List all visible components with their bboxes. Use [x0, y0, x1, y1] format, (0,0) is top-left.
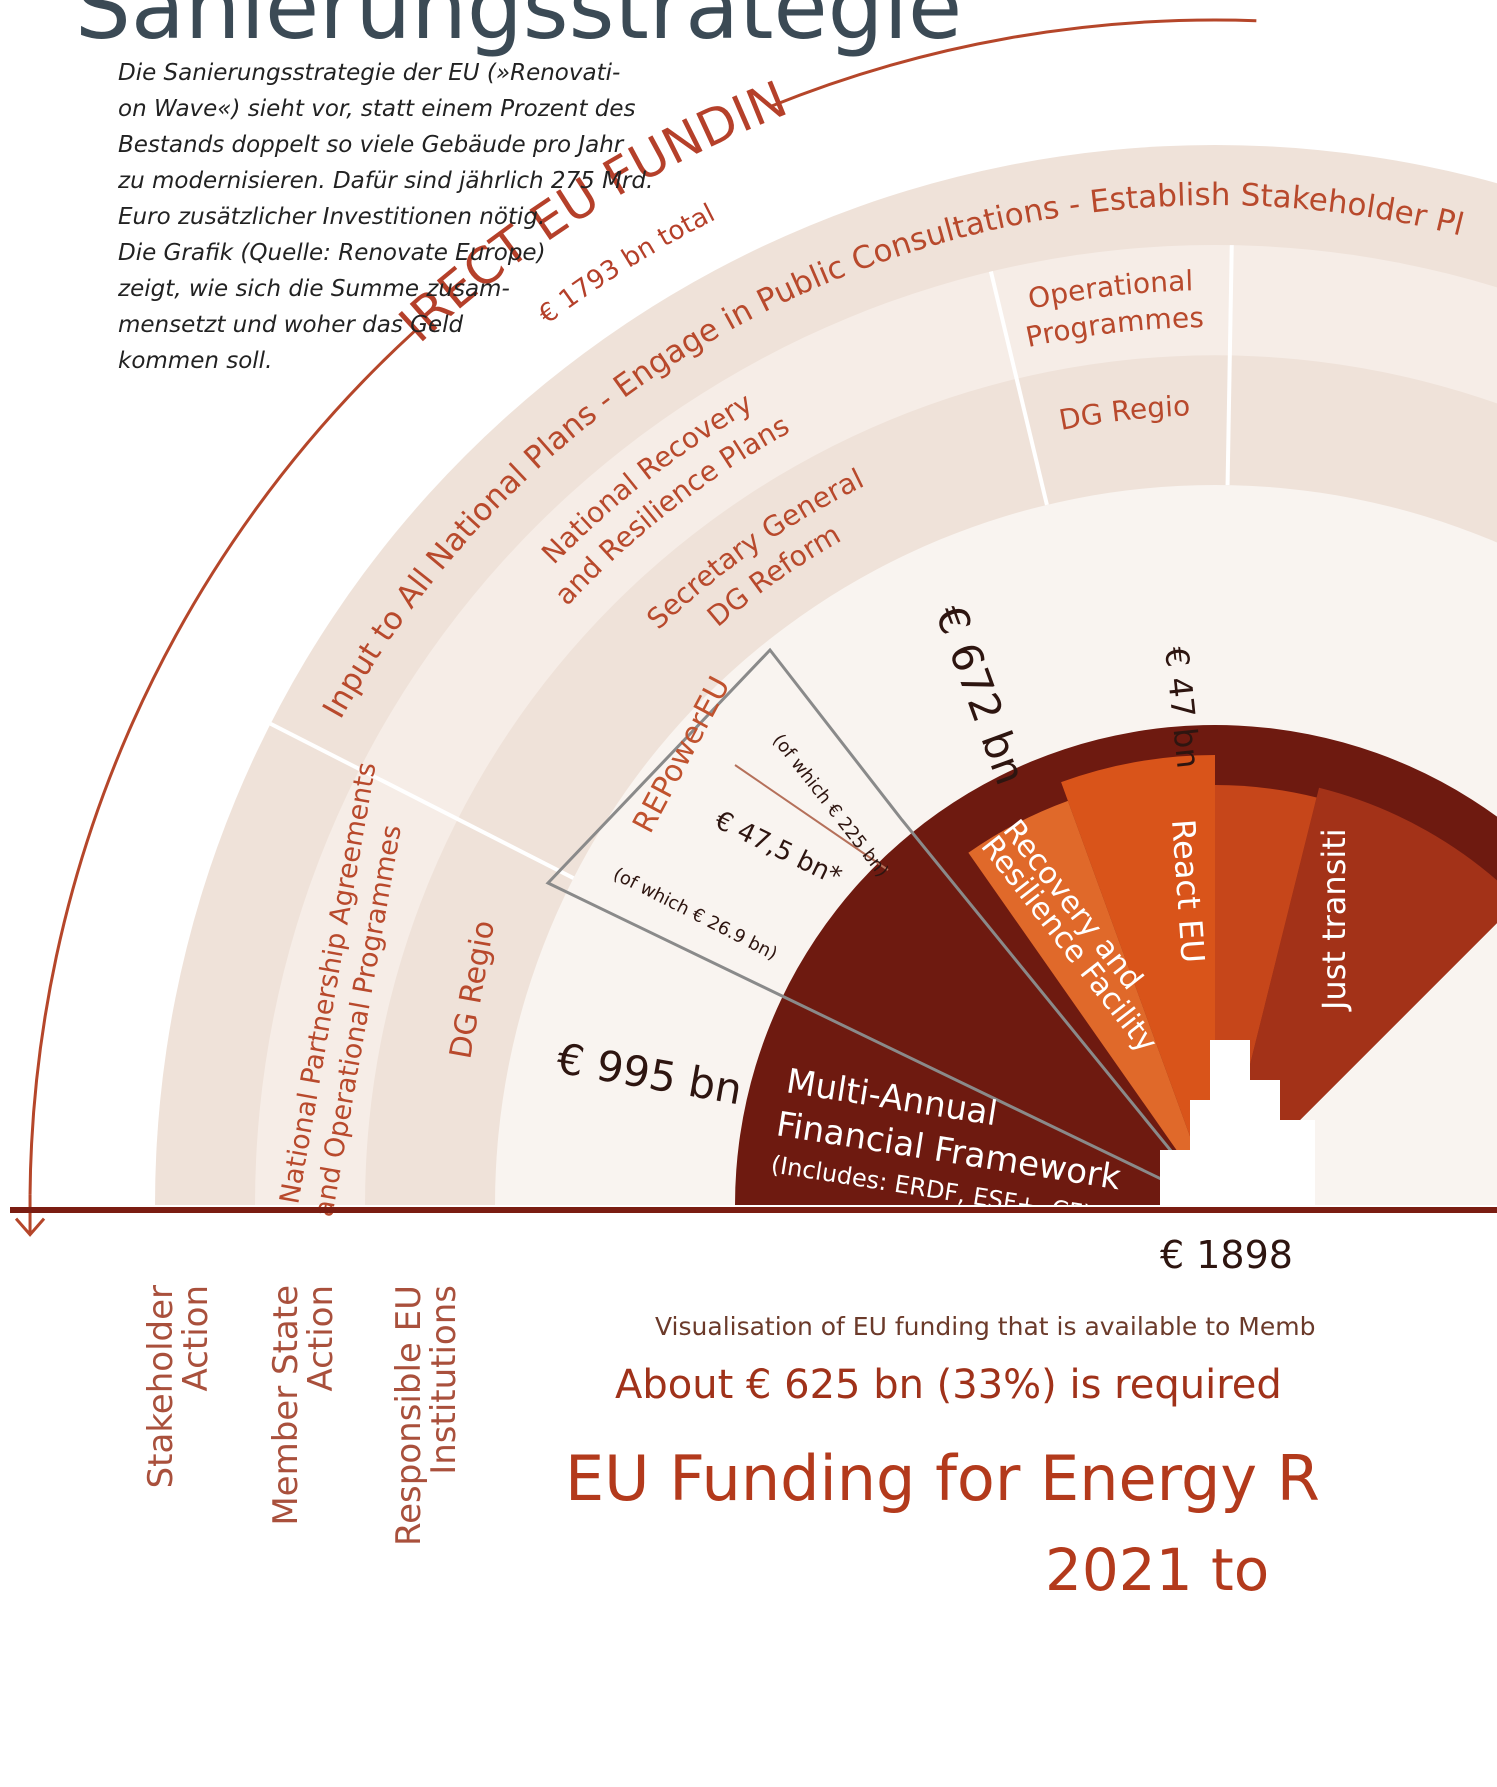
- page: DIRECT EU FUNDING€ 1793 bn totalInput to…: [0, 0, 1497, 1787]
- row-label: Responsible EU: [389, 1285, 429, 1546]
- caption: Visualisation of EU funding that is avai…: [655, 1312, 1315, 1341]
- row-label: Stakeholder: [141, 1285, 181, 1488]
- row-label: Member State: [266, 1285, 306, 1526]
- row-label: Institutions: [424, 1285, 464, 1475]
- footer-years: 2021 to: [1045, 1536, 1269, 1604]
- intro-line: Bestands doppelt so viele Gebäude pro Ja…: [118, 132, 625, 158]
- intro-line: Die Sanierungsstrategie der EU (»Renovat…: [118, 60, 620, 86]
- row-label: Action: [301, 1285, 341, 1391]
- infographic: DIRECT EU FUNDING€ 1793 bn totalInput to…: [0, 0, 1497, 1787]
- page-title: Sanierungsstrategie: [75, 0, 962, 59]
- row-label: Action: [176, 1285, 216, 1391]
- arrow-head: [16, 1195, 44, 1235]
- subtitle: About € 625 bn (33%) is required: [615, 1362, 1282, 1408]
- footer-title: EU Funding for Energy R: [565, 1442, 1320, 1515]
- intro-line: Euro zusätzlicher Investitionen nötig.: [118, 204, 545, 230]
- intro-line: mensetzt und woher das Geld: [118, 312, 463, 338]
- intro-line: zeigt, wie sich die Summe zusam-: [117, 276, 510, 302]
- intro-line: kommen soll.: [118, 348, 272, 374]
- total: € 1898: [1160, 1233, 1293, 1277]
- intro-line: zu modernisieren. Dafür sind jährlich 27…: [117, 168, 653, 194]
- intro-line: Die Grafik (Quelle: Renovate Europe): [118, 240, 546, 266]
- segment-label: Just transiti: [1315, 828, 1353, 1012]
- intro-line: on Wave«) sieht vor, statt einem Prozent…: [118, 96, 636, 122]
